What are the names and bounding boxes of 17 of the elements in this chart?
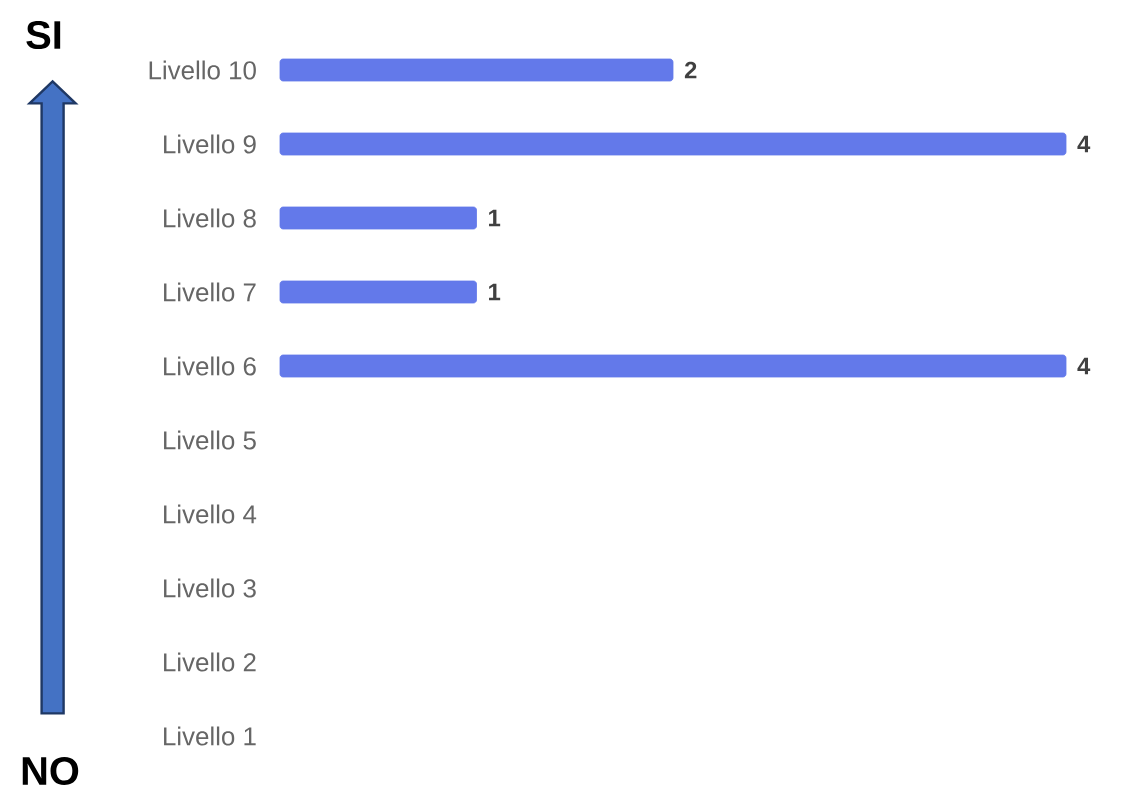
y-tick-label: Livello 1 (164, 726, 256, 746)
text: SI (26, 20, 61, 50)
data-label: 4 (1077, 357, 1091, 375)
y-tick-label: Livello 10 (149, 60, 256, 80)
data-label: 4 (1077, 135, 1091, 153)
y-tick-label: Livello 4 (164, 504, 257, 524)
y-tick-label: Livello 3 (164, 578, 256, 598)
y-tick-label: Livello 7 (164, 282, 256, 302)
data-label: 1 (489, 209, 501, 227)
data-label: 1 (489, 283, 501, 301)
text: NO (22, 756, 79, 786)
y-tick-label: Livello 6 (164, 356, 256, 376)
y-tick-label: Livello 2 (164, 652, 256, 672)
y-tick-label: Livello 8 (164, 208, 256, 228)
y-tick-label: Livello 9 (164, 134, 256, 154)
y-tick-label: Livello 5 (164, 430, 256, 450)
data-label: 2 (684, 61, 697, 79)
